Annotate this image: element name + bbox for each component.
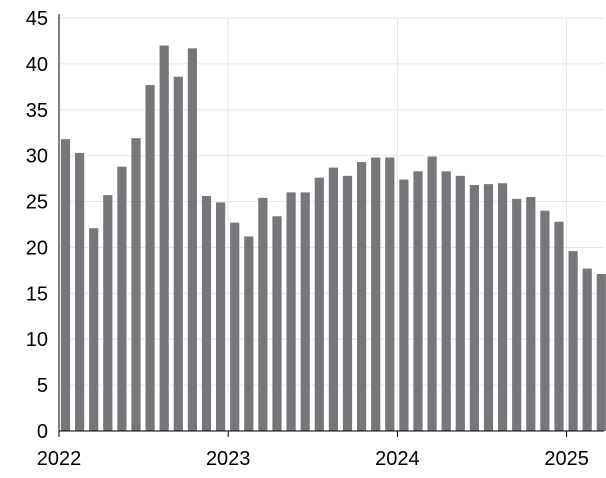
x-tick-label: 2024 — [375, 448, 420, 470]
x-tick-label: 2025 — [544, 448, 589, 470]
bar-2022-07 — [145, 84, 155, 432]
bar-2022-04 — [103, 195, 113, 431]
bar-2023-09 — [342, 175, 353, 431]
bar-2023-04 — [272, 216, 282, 431]
bar-2024-05 — [455, 175, 465, 431]
bar-2023-12 — [385, 157, 395, 431]
x-tick-label: 2022 — [37, 448, 82, 470]
y-tick-label: 35 — [26, 100, 48, 122]
bar-2022-08 — [159, 45, 169, 432]
bar-2023-07 — [314, 177, 324, 431]
bar-2024-09 — [512, 198, 522, 431]
bar-2023-02 — [244, 236, 254, 431]
bar-2024-06 — [469, 185, 479, 431]
bar-2024-02 — [413, 171, 423, 431]
y-tick-label: 0 — [37, 421, 48, 443]
bar-2024-12 — [554, 221, 564, 431]
bar-2022-06 — [131, 138, 141, 431]
bar-2024-11 — [540, 210, 550, 431]
bar-2022-10 — [187, 48, 197, 431]
bar-2022-01 — [60, 139, 71, 431]
bar-2023-06 — [300, 192, 310, 431]
bar-2022-03 — [89, 228, 99, 431]
y-tick-label: 40 — [26, 54, 48, 76]
bar-2023-01 — [230, 222, 240, 431]
bar-2022-12 — [216, 202, 226, 431]
bar-2023-03 — [258, 197, 268, 431]
bar-2023-05 — [286, 192, 296, 431]
bar-2024-10 — [526, 196, 536, 431]
bar-2025-02 — [582, 268, 592, 431]
bar-2024-03 — [427, 156, 437, 431]
bar-2024-01 — [399, 179, 409, 431]
bar-2022-05 — [117, 166, 127, 431]
y-tick-label: 45 — [26, 8, 48, 30]
bar-2024-07 — [483, 184, 494, 431]
bar-2025-03 — [596, 274, 606, 431]
bars — [60, 45, 606, 432]
bar-2022-02 — [75, 152, 85, 431]
bar-2023-08 — [328, 167, 338, 431]
y-tick-label: 20 — [26, 237, 48, 259]
bar-2024-08 — [498, 183, 508, 431]
bar-2023-11 — [371, 157, 381, 431]
y-tick-label: 15 — [26, 283, 48, 305]
bar-2023-10 — [357, 162, 367, 431]
bar-2022-11 — [201, 196, 212, 431]
bar-2022-09 — [173, 76, 183, 431]
bar-2025-01 — [568, 251, 578, 431]
axes — [58, 14, 604, 437]
y-tick-label: 30 — [26, 146, 48, 168]
y-tick-label: 10 — [26, 329, 48, 351]
y-tick-label: 25 — [26, 192, 48, 214]
bar-2024-04 — [441, 171, 451, 431]
x-tick-label: 2023 — [206, 448, 251, 470]
y-tick-label: 5 — [37, 375, 48, 397]
